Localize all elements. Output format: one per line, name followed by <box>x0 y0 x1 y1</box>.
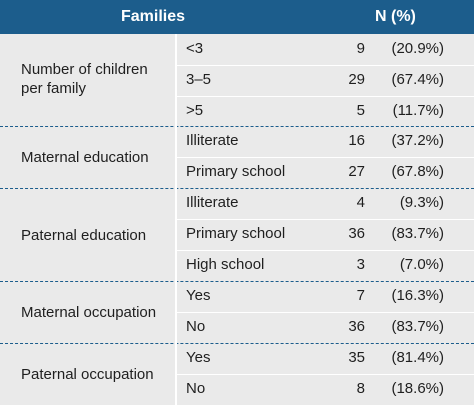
row-n: 5 <box>356 102 365 119</box>
row-pct: (81.4%) <box>391 349 444 366</box>
row-n: 35 <box>348 349 365 366</box>
row-pct: (37.2%) <box>391 132 444 149</box>
table-row: Primary school 27 (67.8%) <box>176 157 474 188</box>
table-row: Illiterate 16 (37.2%) <box>176 126 474 158</box>
row-n: 8 <box>356 380 365 397</box>
table-row: >5 5 (11.7%) <box>176 96 474 127</box>
group-divider <box>0 188 474 189</box>
row-divider <box>176 157 474 158</box>
group-maternal-education: Maternal education Illiterate 16 (37.2%)… <box>0 126 474 188</box>
row-category: Primary school <box>186 163 286 180</box>
row-pct: (18.6%) <box>391 380 444 397</box>
row-n: 29 <box>348 71 365 88</box>
table-row: No 36 (83.7%) <box>176 312 474 343</box>
row-pct: (9.3%) <box>399 194 444 211</box>
row-pct: (83.7%) <box>391 225 444 242</box>
group-label: Maternal occupation <box>21 304 157 321</box>
column-divider <box>175 34 177 405</box>
row-category: Illiterate <box>186 194 239 211</box>
group-divider <box>0 343 474 344</box>
header-n-pct: N (%) <box>375 8 416 25</box>
row-n: 4 <box>356 194 365 211</box>
row-category: >5 <box>186 102 204 119</box>
table-row: Yes 35 (81.4%) <box>176 343 474 375</box>
row-category: No <box>186 380 206 397</box>
table-row: Yes 7 (16.3%) <box>176 281 474 313</box>
row-n: 36 <box>348 318 365 335</box>
table-row: <3 9 (20.9%) <box>176 34 474 66</box>
row-category: High school <box>186 256 265 273</box>
row-divider <box>176 96 474 97</box>
group-label: Paternal occupation <box>21 366 154 383</box>
row-pct: (20.9%) <box>391 40 444 57</box>
row-n: 7 <box>356 287 365 304</box>
row-n: 9 <box>356 40 365 57</box>
row-category: 3–5 <box>186 71 212 88</box>
row-pct: (83.7%) <box>391 318 444 335</box>
group-divider <box>0 281 474 282</box>
table-row: Primary school 36 (83.7%) <box>176 219 474 251</box>
header-families: Families <box>121 8 186 25</box>
table-header: Families N (%) <box>0 0 474 34</box>
row-n: 3 <box>356 256 365 273</box>
row-pct: (7.0%) <box>399 256 444 273</box>
group-divider <box>0 126 474 127</box>
table-row: Illiterate 4 (9.3%) <box>176 188 474 220</box>
row-divider <box>176 250 474 251</box>
group-maternal-occupation: Maternal occupation Yes 7 (16.3%) No 36 … <box>0 281 474 343</box>
row-n: 27 <box>348 163 365 180</box>
group-paternal-education: Paternal education Illiterate 4 (9.3%) P… <box>0 188 474 281</box>
group-label: Maternal education <box>21 149 149 166</box>
row-category: Primary school <box>186 225 286 242</box>
table-row: 3–5 29 (67.4%) <box>176 65 474 97</box>
row-pct: (67.4%) <box>391 71 444 88</box>
group-label: Paternal education <box>21 227 147 244</box>
row-pct: (16.3%) <box>391 287 444 304</box>
row-divider <box>176 312 474 313</box>
row-divider <box>176 219 474 220</box>
row-category: Yes <box>186 287 211 304</box>
group-children-per-family: Number of children per family <3 9 (20.9… <box>0 34 474 126</box>
row-divider <box>176 65 474 66</box>
row-pct: (67.8%) <box>391 163 444 180</box>
row-category: <3 <box>186 40 204 57</box>
row-pct: (11.7%) <box>392 102 444 119</box>
row-n: 36 <box>348 225 365 242</box>
row-category: Illiterate <box>186 132 239 149</box>
row-n: 16 <box>348 132 365 149</box>
table-row: High school 3 (7.0%) <box>176 250 474 281</box>
row-category: Yes <box>186 349 211 366</box>
group-label: Number of children per family <box>21 61 148 97</box>
row-category: No <box>186 318 206 335</box>
row-divider <box>176 374 474 375</box>
table-row: No 8 (18.6%) <box>176 374 474 405</box>
group-paternal-occupation: Paternal occupation Yes 35 (81.4%) No 8 … <box>0 343 474 405</box>
